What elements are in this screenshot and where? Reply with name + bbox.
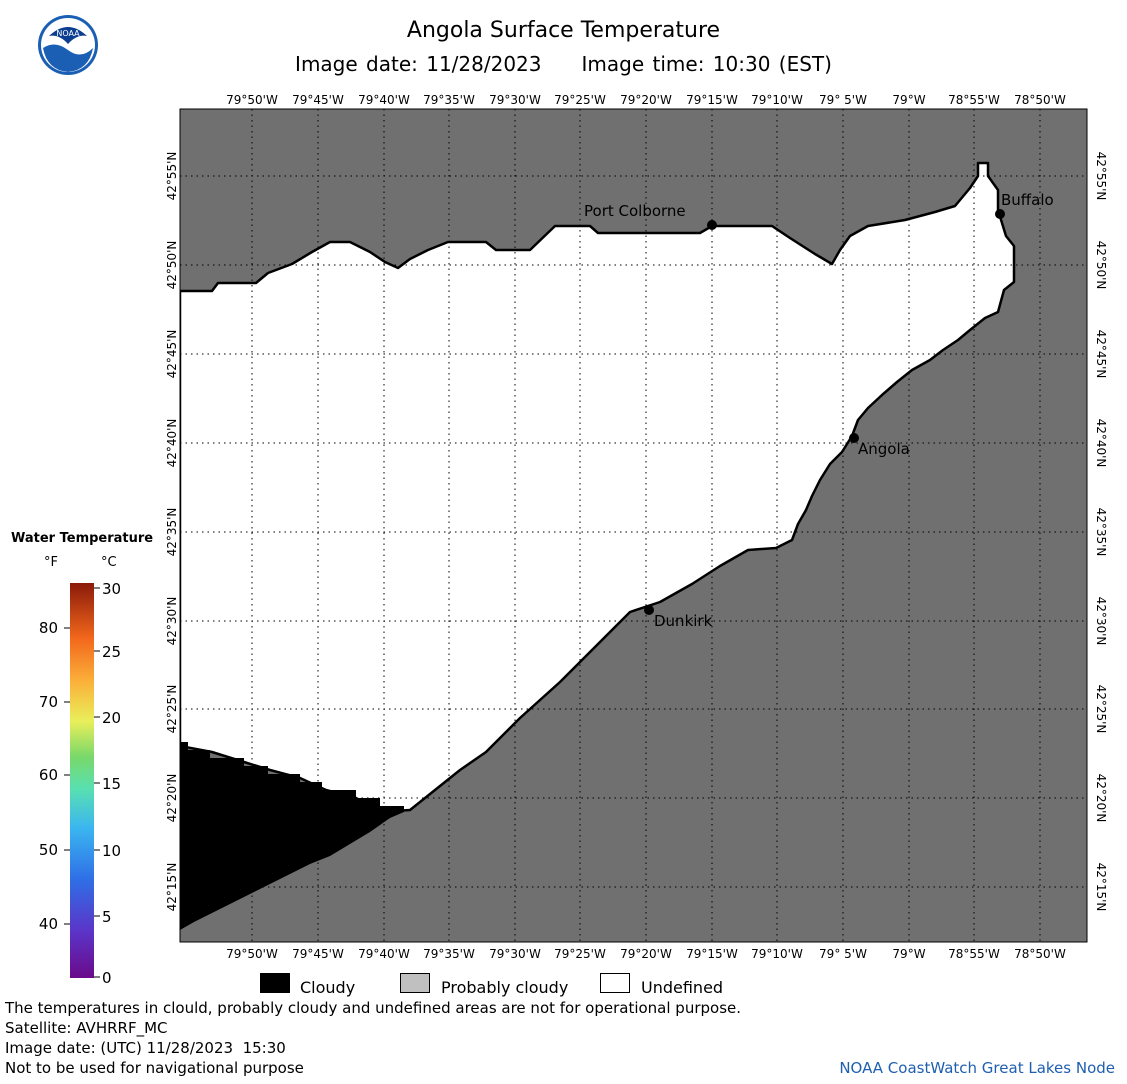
lon-label-top: 79°35'W [423,93,475,107]
colorbar-c-tick: 15 [102,775,121,793]
lat-lon-grid [180,109,1087,942]
footer-satellite: Satellite: AVHRRF_MC [5,1019,168,1037]
lon-label-top: 79° 5'W [819,93,867,107]
lon-label-bottom: 79°15'W [686,947,738,961]
city-label-angola: Angola [858,440,910,458]
footer-navigation-warning: Not to be used for navigational purpose [5,1059,304,1077]
lon-label-bottom: 79°45'W [292,947,344,961]
lon-label-top: 79°20'W [620,93,672,107]
lat-label-right: 42°15'N [1094,863,1108,912]
colorbar-ticks [64,587,100,978]
lake-erie-water [180,161,1016,814]
legend-swatch-undefined [600,973,630,993]
lat-label-left: 42°15'N [165,863,179,912]
city-label-port-colborne: Port Colborne [584,202,686,220]
colorbar-f-tick: 40 [39,915,58,933]
lat-label-left: 42°45'N [165,330,179,379]
lon-label-bottom: 79°30'W [489,947,541,961]
lon-label-bottom: 78°55'W [948,947,1000,961]
lat-label-right: 42°35'N [1094,508,1108,557]
legend-label-probably-cloudy: Probably cloudy [441,978,569,997]
image-subtitle: Image date: 11/28/2023 Image time: 10:30 … [0,52,1127,76]
city-marker-dunkirk [644,605,654,615]
colorbar-c-tick: 5 [102,908,112,926]
lon-label-top: 79°W [892,93,925,107]
lon-label-bottom: 79°20'W [620,947,672,961]
lon-label-top: 78°50'W [1014,93,1066,107]
lon-label-top: 79°50'W [226,93,278,107]
colorbar-f-tick: 70 [39,693,58,711]
lon-label-bottom: 79°40'W [358,947,410,961]
footer-credit-link[interactable]: NOAA CoastWatch Great Lakes Node [839,1059,1115,1077]
lat-label-right: 42°30'N [1094,597,1108,646]
colorbar-f-tick: 80 [39,619,58,637]
city-label-dunkirk: Dunkirk [654,612,713,630]
lon-label-bottom: 79°35'W [423,947,475,961]
lat-label-left: 42°35'N [165,508,179,557]
lat-label-right: 42°25'N [1094,685,1108,734]
lat-label-left: 42°55'N [165,152,179,201]
lat-label-right: 42°45'N [1094,330,1108,379]
map-frame [179,108,1088,943]
colorbar-unit-f: °F [44,555,58,570]
logo-text: NOAA [56,29,80,38]
colorbar-gradient [70,583,94,978]
lat-label-left: 42°30'N [165,597,179,646]
city-label-buffalo: Buffalo [1001,191,1054,209]
legend-swatch-probably-cloudy [400,973,430,993]
colorbar-c-tick: 10 [102,842,121,860]
lat-label-left: 42°20'N [165,774,179,823]
lon-label-bottom: 79°W [892,947,925,961]
lon-label-bottom: 79°50'W [226,947,278,961]
lon-label-top: 79°10'W [751,93,803,107]
lat-label-left: 42°25'N [165,685,179,734]
city-marker-buffalo [995,209,1005,219]
footer-utc-date: Image date: (UTC) 11/28/2023 15:30 [5,1039,286,1057]
city-marker-port-colborne [707,220,717,230]
noaa-logo-icon: NOAA [38,15,98,75]
page-title: Angola Surface Temperature [406,18,721,43]
colorbar-unit-c: °C [101,555,117,570]
legend-label-cloudy: Cloudy [300,978,356,997]
lon-label-top: 79°40'W [358,93,410,107]
lat-label-right: 42°20'N [1094,774,1108,823]
lat-label-right: 42°55'N [1094,152,1108,201]
lon-label-top: 79°30'W [489,93,541,107]
legend-swatch-cloudy [260,973,290,993]
lon-label-bottom: 79°25'W [554,947,606,961]
lon-label-top: 79°45'W [292,93,344,107]
footer-disclaimer: The temperatures in clould, probably clo… [5,999,742,1017]
lon-label-bottom: 79°10'W [751,947,803,961]
colorbar-title: Water Temperature [11,531,154,546]
lon-label-bottom: 78°50'W [1014,947,1066,961]
lat-label-left: 42°50'N [165,241,179,290]
city-marker-angola [849,433,859,443]
colorbar-c-tick: 30 [102,580,121,598]
lat-label-left: 42°40'N [165,419,179,468]
lon-label-top: 78°55'W [948,93,1000,107]
cloudy-area [180,742,404,930]
legend-label-undefined: Undefined [641,978,724,997]
colorbar-f-tick: 50 [39,841,58,859]
lon-label-top: 79°15'W [686,93,738,107]
lat-label-right: 42°50'N [1094,241,1108,290]
image-time-label: Image time: 10:30 (EST) [581,52,832,76]
colorbar-c-tick: 0 [102,969,112,987]
lon-label-top: 79°25'W [554,93,606,107]
lon-label-bottom: 79° 5'W [819,947,867,961]
colorbar-f-tick: 60 [39,766,58,784]
colorbar-c-tick: 20 [102,709,121,727]
image-date-label: Image date: 11/28/2023 [295,52,542,76]
lat-label-right: 42°40'N [1094,419,1108,468]
colorbar-c-tick: 25 [102,643,121,661]
